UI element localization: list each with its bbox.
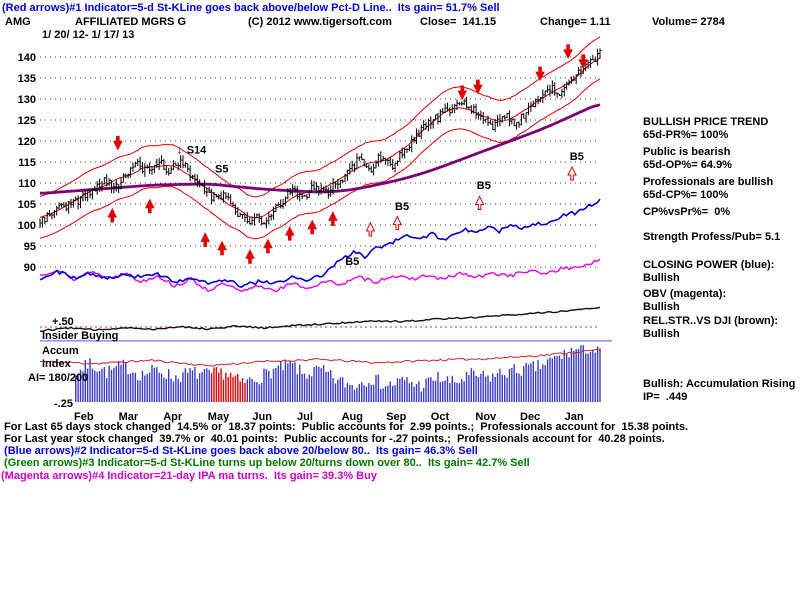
right-panel-line-1: 65d-PR%= 100% [643, 129, 729, 141]
accum-index-value: AI= 180/200 [28, 372, 89, 384]
right-panel-line-12: REL.STR..VS DJI (brown): [643, 315, 779, 327]
obv-line [39, 258, 601, 293]
red-down-arrow [578, 54, 589, 70]
annotation-down-arrow-icon: ↓ [177, 145, 183, 157]
right-panel-line-6: CP%vsPr%= 0% [643, 206, 731, 218]
index-label: Index [42, 358, 71, 370]
plus-level-label: +.50 [52, 316, 74, 328]
right-panel-line-15: IP= .449 [643, 391, 688, 403]
y-axis-tick: 120 [18, 136, 36, 148]
right-panel-line-4: Professionals are bullish [643, 176, 774, 188]
x-axis-month: Sep [386, 411, 406, 423]
company-name: AFFILIATED MGRS G [75, 16, 187, 28]
ticker-symbol: AMG [5, 16, 31, 28]
y-axis-tick: 125 [18, 115, 36, 127]
signal-annotation: S5 [215, 164, 228, 176]
right-panel-line-0: BULLISH PRICE TREND [643, 116, 769, 128]
red-down-arrow [113, 135, 123, 151]
accum-ma-line [40, 349, 601, 367]
copyright-notice: (C) 2012 www.tigersoft.com [248, 16, 392, 28]
footer-line-2: (Blue arrows)#2 Indicator=5-d St-KLine g… [1, 445, 478, 457]
signal-annotation: B5 [345, 256, 359, 268]
footer-line-4: (Magenta arrows)#4 Indicator=21-day IPA … [1, 470, 377, 482]
signal-annotation: B5 [395, 201, 409, 213]
red-up-arrow [284, 225, 295, 241]
x-axis-month: Aug [342, 411, 363, 423]
y-axis-tick: 100 [18, 220, 36, 232]
red-up-arrow [307, 219, 317, 235]
minus-level-label: -.25 [54, 398, 73, 410]
x-axis-month: Jan [565, 411, 584, 423]
date-range: 1/ 20/ 12- 1/ 17/ 13 [42, 29, 135, 41]
hollow-red-up-arrow [365, 221, 376, 237]
y-axis-tick: 95 [24, 241, 36, 253]
close-value: Close= 141.15 [420, 16, 497, 28]
signal-arrows [107, 44, 589, 264]
hollow-red-up-arrow [567, 165, 577, 181]
long-ma-line [39, 103, 601, 195]
right-panel-line-8: CLOSING POWER (blue): [643, 259, 775, 271]
footer-line-3: (Green arrows)#3 Indicator=5-d St-KLine … [1, 457, 530, 469]
x-axis-month: Apr [163, 411, 183, 423]
relative-strength-line [39, 306, 601, 333]
red-up-arrow [328, 211, 338, 226]
footer-line-0: For Last 65 days stock changed 14.5% or … [1, 421, 689, 433]
x-axis-month: Feb [74, 411, 94, 423]
red-down-arrow [457, 85, 468, 101]
hollow-red-up-arrow [474, 195, 485, 210]
x-axis-month: Jun [252, 411, 272, 423]
right-panel-line-11: Bullish [643, 301, 680, 313]
y-axis-tick: 135 [18, 73, 36, 85]
red-up-arrow [245, 249, 255, 264]
volume-value: Volume= 2784 [652, 16, 725, 28]
x-axis-month: May [208, 411, 230, 423]
right-panel-line-13: Bullish [643, 328, 680, 340]
red-up-arrow [144, 198, 155, 214]
price-grid: 140 135 130 125 120 115 110 105 100 95 90 [18, 52, 612, 342]
red-down-arrow [473, 79, 483, 95]
red-down-arrow [563, 44, 573, 59]
lower-band-line [39, 78, 601, 240]
x-axis-month: Nov [475, 411, 497, 423]
right-panel-line-10: OBV (magenta): [643, 288, 727, 300]
accumulation-histogram [75, 345, 601, 402]
x-axis-month: Mar [119, 411, 139, 423]
y-axis-tick: 130 [18, 94, 36, 106]
right-panel-line-5: 65d-CP%= 100% [643, 189, 729, 201]
x-axis-month: Dec [520, 411, 540, 423]
red-arrows-indicator-legend: (Red arrows)#1 Indicator=5-d St-KLine go… [2, 2, 500, 14]
mid-band-line [39, 57, 601, 219]
accum-label: Accum [42, 345, 79, 357]
red-down-arrow [535, 66, 545, 82]
red-up-arrow [107, 207, 118, 223]
y-axis-tick: 90 [24, 262, 36, 274]
upper-band-line [39, 36, 601, 198]
insider-buying-label: Insider Buying [42, 330, 119, 342]
right-panel-line-9: Bullish [643, 272, 680, 284]
right-panel-line-3: 65d-OP%= 64.9% [643, 159, 732, 171]
footer-line-1: For Last year stock changed 39.7% or 40.… [1, 433, 665, 445]
red-up-arrow [200, 232, 211, 247]
x-axis-month: Oct [431, 411, 450, 423]
hollow-red-up-arrow [392, 215, 403, 231]
right-panel-line-14: Bullish: Accumulation Rising [643, 378, 796, 390]
signal-annotation: S14 [187, 145, 207, 157]
red-up-arrow [217, 240, 227, 256]
price-bars [39, 48, 602, 229]
red-up-arrow [263, 238, 273, 254]
signal-annotation: B5 [477, 180, 491, 192]
right-panel-line-2: Public is bearish [643, 146, 731, 158]
y-axis-tick: 110 [18, 178, 36, 190]
closing-power-line [39, 198, 601, 288]
change-value: Change= 1.11 [540, 16, 611, 28]
y-axis-tick: 105 [18, 199, 36, 211]
y-axis-tick: 140 [18, 52, 36, 64]
y-axis-tick: 115 [18, 157, 36, 169]
signal-annotation: B5 [570, 151, 584, 163]
right-panel-line-7: Strength Profess/Pub= 5.1 [643, 231, 781, 243]
x-axis-month: Jul [297, 411, 313, 423]
